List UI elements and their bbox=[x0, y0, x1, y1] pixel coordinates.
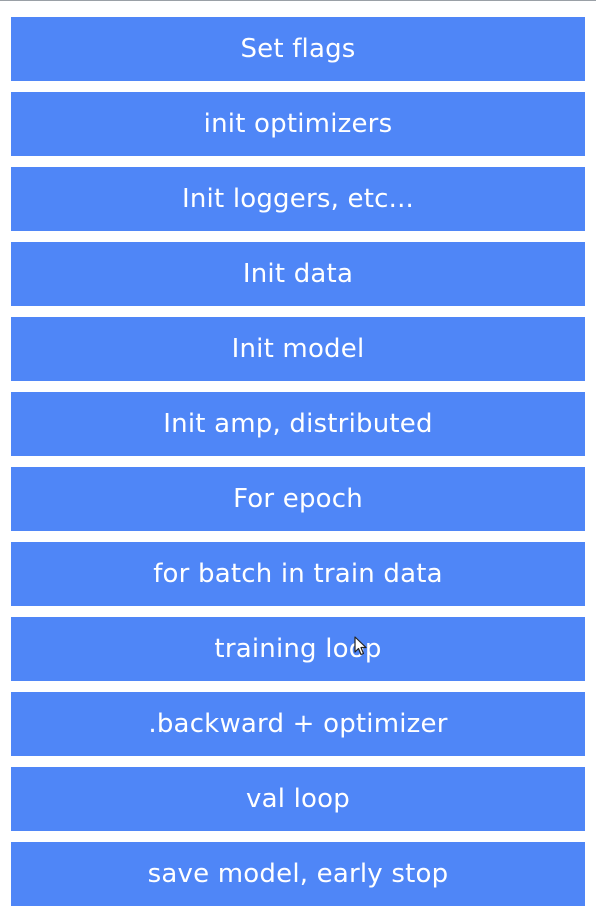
step-val-loop: val loop bbox=[11, 767, 585, 831]
mouse-pointer-icon bbox=[354, 636, 367, 656]
step-init-data: Init data bbox=[11, 242, 585, 306]
step-init-loggers: Init loggers, etc... bbox=[11, 167, 585, 231]
step-init-model: Init model bbox=[11, 317, 585, 381]
step-for-epoch: For epoch bbox=[11, 467, 585, 531]
step-for-batch: for batch in train data bbox=[11, 542, 585, 606]
step-init-optimizers: init optimizers bbox=[11, 92, 585, 156]
step-init-amp-distributed: Init amp, distributed bbox=[11, 392, 585, 456]
step-set-flags: Set flags bbox=[11, 17, 585, 81]
step-backward-optimizer: .backward + optimizer bbox=[11, 692, 585, 756]
top-divider bbox=[0, 0, 596, 1]
step-save-model: save model, early stop bbox=[11, 842, 585, 906]
step-training-loop: training loop bbox=[11, 617, 585, 681]
